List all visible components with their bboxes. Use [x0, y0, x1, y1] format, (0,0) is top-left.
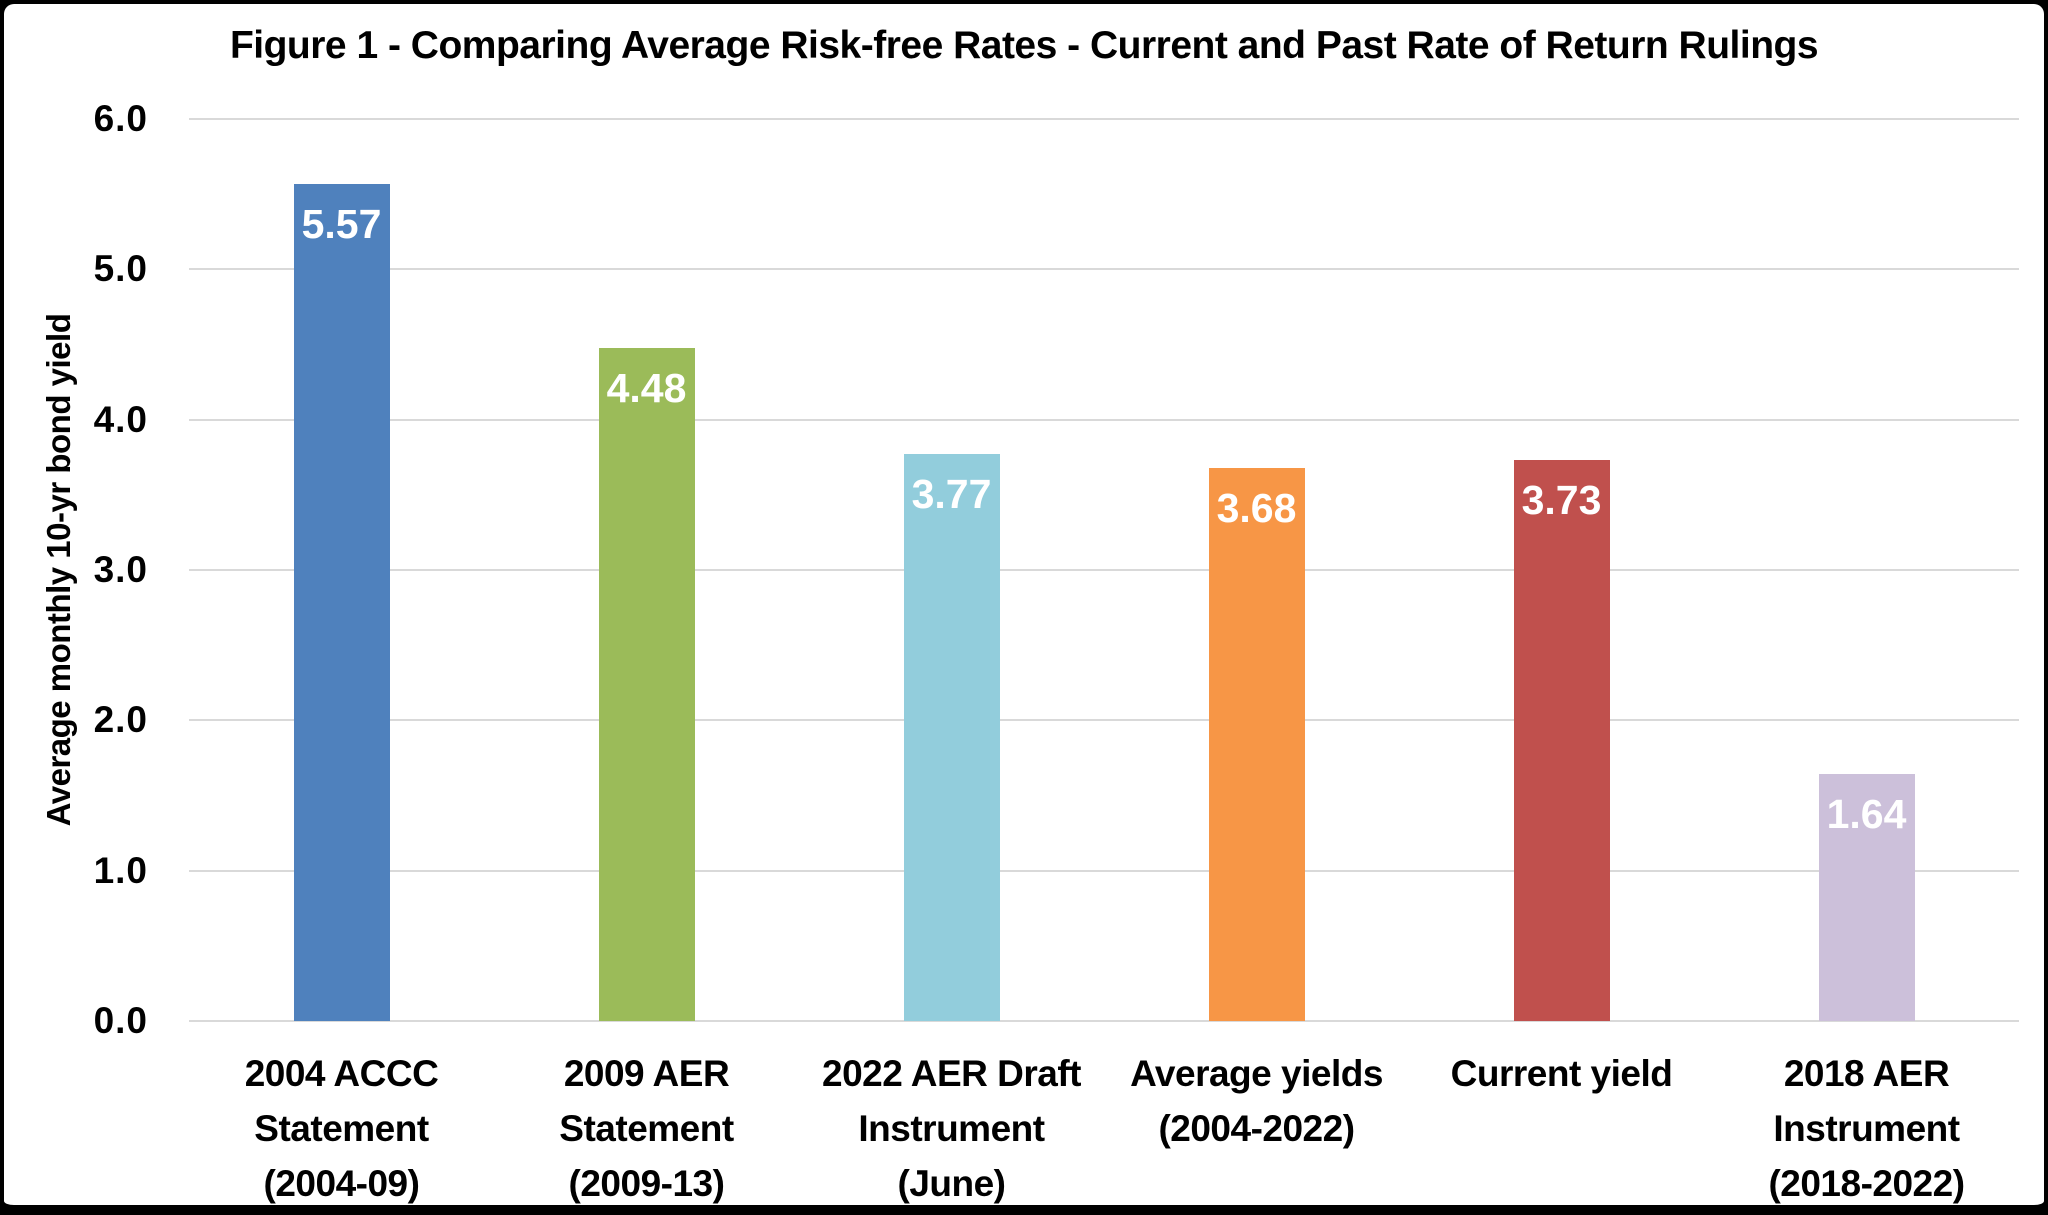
- bar-value-label: 3.73: [1521, 477, 1602, 524]
- gridline: [189, 719, 2019, 722]
- y-tick-label: 2.0: [93, 699, 148, 741]
- category-label: Average yields (2004-2022): [1130, 1053, 1383, 1149]
- plot-area: 5.57 4.48 3.77 3.68 3.73 1.64: [189, 118, 2019, 1022]
- bar-value-label: 3.68: [1216, 484, 1297, 531]
- bar-value-label: 1.64: [1826, 791, 1907, 838]
- bar-value-label: 4.48: [606, 364, 687, 411]
- bar-column: 3.68: [1104, 119, 1409, 1021]
- gridline: [189, 118, 2019, 120]
- category-label: Current yield: [1450, 1053, 1673, 1094]
- category-label: 2009 AER Statement (2009-13): [559, 1053, 734, 1204]
- bar: 3.73: [1513, 460, 1610, 1021]
- gridline: [189, 869, 2019, 872]
- y-tick-label: 1.0: [93, 849, 148, 891]
- chart-title: Figure 1 - Comparing Average Risk-free R…: [229, 24, 1819, 67]
- bar-column: 3.73: [1409, 119, 1714, 1021]
- bar-column: 5.57: [189, 119, 494, 1021]
- gridline: [189, 1020, 2019, 1022]
- bar: 1.64: [1818, 774, 1915, 1021]
- bar-value-label: 3.77: [911, 471, 992, 518]
- y-axis-tick-labels: 0.0 1.0 2.0 3.0 4.0 5.0 6.0: [4, 98, 154, 1041]
- gridline: [189, 418, 2019, 421]
- y-tick-label: 6.0: [93, 98, 148, 139]
- bar-column: 4.48: [494, 119, 799, 1021]
- y-tick-label: 4.0: [93, 398, 148, 440]
- bar-column: 1.64: [1714, 119, 2019, 1021]
- gridline: [189, 268, 2019, 271]
- category-label: 2022 AER Draft Instrument (June): [822, 1053, 1081, 1204]
- y-tick-label: 0.0: [93, 1000, 148, 1041]
- category-label: 2018 AER Instrument (2018-2022): [1768, 1053, 1965, 1204]
- gridline: [189, 569, 2019, 571]
- bar-value-label: 5.57: [301, 200, 382, 247]
- x-axis-category-labels: 2004 ACCC Statement (2004-09) 2009 AER State…: [189, 1046, 2019, 1205]
- bar: 3.77: [903, 454, 1000, 1021]
- bars-container: 5.57 4.48 3.77 3.68 3.73 1.64: [189, 119, 2019, 1021]
- bar: 4.48: [598, 347, 695, 1021]
- bar-column: 3.77: [799, 119, 1104, 1021]
- bar: 3.68: [1208, 467, 1305, 1021]
- category-label: 2004 ACCC Statement (2004-09): [244, 1053, 439, 1204]
- bar: 5.57: [293, 183, 390, 1021]
- y-tick-label: 5.0: [93, 248, 148, 290]
- y-tick-label: 3.0: [93, 549, 148, 590]
